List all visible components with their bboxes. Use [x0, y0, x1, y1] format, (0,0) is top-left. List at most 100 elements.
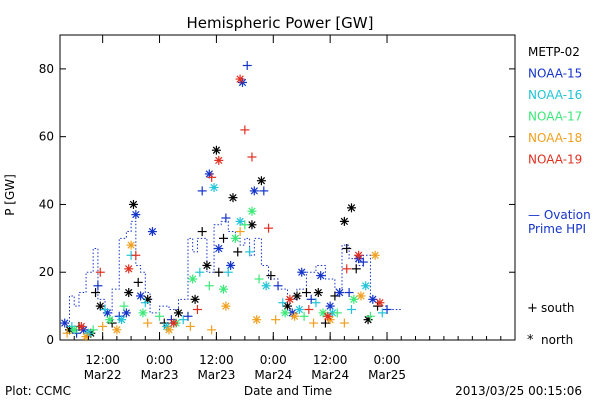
north-point-marker [138, 308, 148, 318]
south-point-marker [185, 321, 195, 331]
legend-entry-noaa-15: NOAA-15 [528, 67, 582, 81]
north-point-marker [249, 186, 259, 196]
north-point-marker [328, 308, 338, 318]
south-point-marker [339, 318, 349, 328]
south-point-marker [264, 223, 274, 233]
north-point-marker [292, 291, 302, 301]
north-point-marker [147, 227, 157, 237]
south-point-marker [247, 152, 257, 162]
south-point-marker [233, 247, 243, 257]
x-tick-label-date: Mar23 [141, 368, 179, 382]
x-axis-label: Date and Time [244, 384, 332, 398]
x-tick-label-date: Mar25 [368, 368, 406, 382]
south-point-marker [221, 213, 231, 223]
south-point-marker [95, 267, 105, 277]
north-point-marker [164, 325, 174, 335]
south-point-marker [178, 315, 188, 325]
north-point-marker [349, 294, 359, 304]
north-point-marker [363, 315, 373, 325]
north-point-marker [316, 271, 326, 281]
legend-entry-noaa-17: NOAA-17 [528, 110, 582, 124]
x-tick-label-time: 0:00 [146, 353, 173, 367]
north-point-marker [228, 193, 238, 203]
north-point-marker [283, 301, 292, 311]
south-point-marker [183, 311, 193, 321]
south-point-marker [223, 267, 233, 277]
south-point-marker [342, 264, 352, 274]
north-point-marker [297, 267, 307, 277]
south-point-marker [365, 311, 375, 321]
north-point-marker [190, 294, 200, 304]
data-points [60, 61, 392, 342]
south-point-marker [207, 172, 217, 182]
north-point-marker [124, 264, 134, 274]
south-point-marker [242, 61, 252, 70]
south-point-marker [358, 257, 368, 267]
south-point-marker [278, 298, 288, 308]
north-point-marker [209, 183, 219, 192]
x-tick-label-time: 12:00 [199, 353, 234, 367]
north-point-marker [375, 298, 385, 308]
north-point-marker [370, 250, 380, 260]
south-point-marker [100, 305, 110, 314]
north-point-marker [131, 210, 141, 220]
north-point-marker [235, 74, 245, 84]
footer-plot-source: Plot: CCMC [5, 384, 71, 398]
south-point-marker [342, 244, 352, 253]
north-point-marker [202, 260, 212, 270]
north-point-marker [124, 288, 134, 298]
x-tick-label-date: Mar24 [254, 368, 292, 382]
symbol-legend-north-marker: * [527, 333, 534, 348]
south-point-marker [195, 267, 205, 277]
south-point-marker [271, 315, 281, 325]
ovation-legend-line2: Prime HPI [528, 222, 586, 236]
south-point-marker [119, 301, 129, 311]
north-point-marker [290, 311, 300, 321]
south-point-marker [306, 294, 316, 304]
south-point-marker [214, 267, 224, 277]
north-point-marker [335, 288, 345, 298]
y-tick-label: 20 [39, 265, 54, 279]
north-point-marker [294, 305, 304, 314]
north-point-marker [105, 315, 115, 325]
north-point-marker [356, 291, 366, 301]
south-point-marker [382, 305, 392, 314]
y-axis: 0 20 40 60 80 [39, 62, 515, 347]
south-point-marker [143, 318, 153, 328]
south-point-marker [266, 271, 276, 281]
north-point-marker [214, 155, 224, 165]
north-point-marker [221, 301, 231, 311]
north-point-marker [60, 318, 70, 328]
south-point-marker [245, 247, 255, 257]
south-point-marker [98, 321, 108, 331]
south-point-marker [309, 318, 319, 328]
y-tick-label: 60 [39, 130, 54, 144]
symbol-legend-south-marker: + [527, 301, 538, 316]
x-tick-label-time: 12:00 [85, 353, 120, 367]
south-point-marker [62, 328, 72, 338]
north-point-marker [214, 244, 224, 253]
north-point-marker [136, 291, 146, 301]
north-point-marker [69, 325, 79, 335]
legend-entry-metp-02: METP-02 [528, 45, 580, 59]
footer-timestamp: 2013/03/25 00:15:06 [455, 384, 582, 398]
north-point-marker [325, 301, 335, 311]
north-point-marker [354, 250, 364, 260]
ovation-step-line [60, 220, 402, 324]
south-point-marker [377, 308, 387, 318]
north-point-marker [173, 308, 183, 318]
north-point-marker [247, 206, 257, 216]
y-tick-label: 80 [39, 62, 54, 76]
south-point-marker [273, 281, 283, 291]
x-axis: 12:00Mar220:00Mar2312:00Mar230:00Mar2412… [59, 35, 516, 382]
x-tick-label-date: Mar23 [197, 368, 235, 382]
y-tick-label: 0 [46, 333, 54, 347]
south-point-marker [140, 298, 150, 308]
north-point-marker [95, 301, 105, 311]
south-point-marker [197, 186, 207, 196]
x-tick-label-date: Mar24 [311, 368, 349, 382]
north-point-marker [230, 233, 240, 243]
north-point-marker [323, 311, 333, 321]
south-point-marker [219, 233, 229, 243]
